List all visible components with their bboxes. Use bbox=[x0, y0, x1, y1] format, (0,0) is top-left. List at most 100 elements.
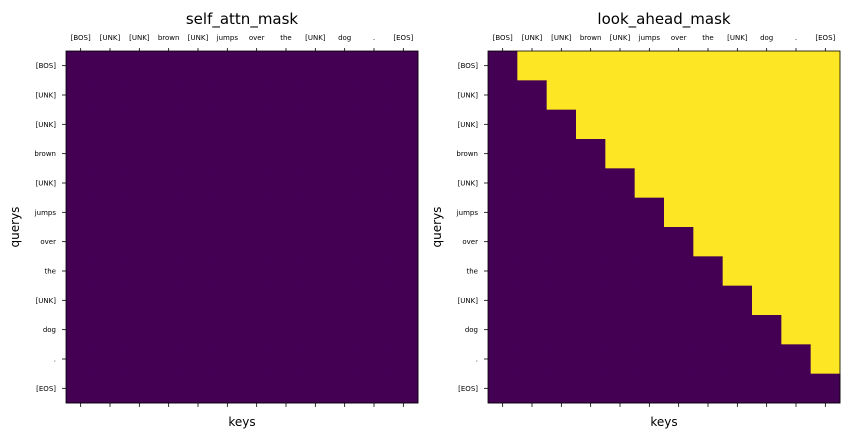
heatmap-cell-r4-c4 bbox=[183, 168, 214, 199]
heatmap-cell-r9-c3 bbox=[154, 315, 184, 345]
heatmap-cell-r2-c3 bbox=[576, 109, 606, 140]
heatmap-cell-r1-c10 bbox=[359, 80, 390, 111]
heatmap-cell-r7-c8 bbox=[722, 256, 753, 287]
heatmap-cell-r9-c10 bbox=[359, 315, 390, 345]
heatmap-cell-r9-c4 bbox=[183, 315, 214, 345]
heatmap-cell-r3-c2 bbox=[124, 139, 155, 169]
plot-frame bbox=[487, 50, 841, 404]
heatmap-cell-r10-c6 bbox=[242, 344, 272, 375]
heatmap-cell-r9-c7 bbox=[693, 315, 724, 345]
heatmap-cell-r1-c11 bbox=[388, 80, 419, 111]
heatmap-cell-r0-c7 bbox=[271, 51, 302, 81]
heatmap-cell-r11-c7 bbox=[693, 373, 724, 404]
heatmap-cell-r6-c6 bbox=[664, 227, 694, 257]
heatmap-cell-r8-c9 bbox=[330, 285, 360, 316]
heatmap-cell-r8-c5 bbox=[212, 285, 243, 316]
heatmap-cell-r0-c1 bbox=[517, 51, 548, 81]
heatmap-cell-r8-c7 bbox=[271, 285, 302, 316]
heatmap-cell-r8-c9 bbox=[752, 285, 782, 316]
heatmap-cell-r2-c9 bbox=[752, 109, 782, 140]
heatmap-cell-r5-c0 bbox=[66, 197, 96, 228]
heatmap-cell-r6-c3 bbox=[154, 227, 184, 257]
heatmap-cell-r5-c10 bbox=[359, 197, 390, 228]
y-tick-label: [UNK] bbox=[458, 92, 479, 100]
x-axis-label: keys bbox=[228, 415, 255, 429]
heatmap-cell-r8-c2 bbox=[546, 285, 577, 316]
heatmap-cell-r9-c0 bbox=[488, 315, 518, 345]
heatmap-cell-r7-c7 bbox=[271, 256, 302, 287]
heatmap-cell-r7-c2 bbox=[546, 256, 577, 287]
y-tick-label: [UNK] bbox=[458, 121, 479, 129]
heatmap-cell-r9-c8 bbox=[722, 315, 753, 345]
heatmap-cell-r2-c2 bbox=[546, 109, 577, 140]
heatmap-cell-r10-c3 bbox=[154, 344, 184, 375]
heatmap-cell-r5-c4 bbox=[605, 197, 636, 228]
heatmap-cell-r6-c10 bbox=[359, 227, 390, 257]
heatmap-cell-r7-c3 bbox=[154, 256, 184, 287]
heatmap-cell-r6-c8 bbox=[722, 227, 753, 257]
heatmap-cell-r1-c4 bbox=[183, 80, 214, 111]
heatmap-cell-r2-c11 bbox=[388, 109, 419, 140]
heatmap-cell-r9-c1 bbox=[517, 315, 548, 345]
heatmap-cell-r7-c4 bbox=[183, 256, 214, 287]
y-tick-label: the bbox=[45, 268, 57, 276]
heatmap-cell-r10-c10 bbox=[781, 344, 812, 375]
heatmap-cell-r10-c7 bbox=[693, 344, 724, 375]
x-tick-label: jumps bbox=[216, 34, 239, 42]
x-tick-label: the bbox=[280, 34, 292, 42]
y-tick-label: [UNK] bbox=[36, 92, 57, 100]
heatmap-cell-r4-c7 bbox=[271, 168, 302, 199]
heatmap-cell-r10-c9 bbox=[752, 344, 782, 375]
heatmap-cell-r2-c7 bbox=[271, 109, 302, 140]
x-tick-label: over bbox=[671, 34, 687, 42]
heatmap-cell-r3-c11 bbox=[810, 139, 841, 169]
heatmap-cell-r1-c0 bbox=[488, 80, 518, 111]
heatmap-cell-r8-c11 bbox=[388, 285, 419, 316]
heatmap-cell-r4-c10 bbox=[359, 168, 390, 199]
x-tick-label: [UNK] bbox=[551, 34, 572, 42]
heatmap-cell-r0-c7 bbox=[693, 51, 724, 81]
x-tick-label: [EOS] bbox=[393, 34, 413, 42]
x-tick-label: . bbox=[795, 34, 797, 42]
heatmap-cell-r8-c6 bbox=[242, 285, 272, 316]
heatmap-cell-r11-c7 bbox=[271, 373, 302, 404]
heatmap-cell-r9-c2 bbox=[124, 315, 155, 345]
heatmap-cell-r5-c3 bbox=[154, 197, 184, 228]
heatmap-cell-r4-c7 bbox=[693, 168, 724, 199]
x-tick-label: [BOS] bbox=[493, 34, 513, 42]
y-tick-label: dog bbox=[43, 326, 56, 334]
heatmap-cell-r8-c4 bbox=[605, 285, 636, 316]
y-tick-label: jumps bbox=[456, 209, 479, 217]
heatmap-cell-r7-c1 bbox=[517, 256, 548, 287]
y-tick-label: [UNK] bbox=[36, 121, 57, 129]
heatmap-cell-r0-c2 bbox=[124, 51, 155, 81]
y-axis-label: querys bbox=[8, 207, 22, 248]
heatmap-cell-r0-c0 bbox=[66, 51, 96, 81]
heatmap-cell-r9-c5 bbox=[212, 315, 243, 345]
heatmap-cell-r3-c5 bbox=[212, 139, 243, 169]
heatmap-cell-r3-c1 bbox=[95, 139, 126, 169]
heatmap-cell-r8-c10 bbox=[781, 285, 812, 316]
heatmap-cell-r5-c8 bbox=[300, 197, 331, 228]
heatmap-cell-r5-c8 bbox=[722, 197, 753, 228]
heatmap-cell-r1-c6 bbox=[242, 80, 272, 111]
heatmap-cell-r11-c3 bbox=[154, 373, 184, 404]
heatmap-cell-r2-c6 bbox=[242, 109, 272, 140]
heatmap-cell-r0-c11 bbox=[388, 51, 419, 81]
heatmap-cell-r5-c11 bbox=[388, 197, 419, 228]
heatmap-cell-r11-c3 bbox=[576, 373, 606, 404]
x-tick-label: [BOS] bbox=[71, 34, 91, 42]
heatmap-cell-r4-c3 bbox=[576, 168, 606, 199]
heatmap-cell-r9-c7 bbox=[271, 315, 302, 345]
heatmap-cell-r4-c8 bbox=[722, 168, 753, 199]
heatmap-cell-r3-c10 bbox=[781, 139, 812, 169]
heatmap-cell-r11-c2 bbox=[546, 373, 577, 404]
heatmap-cell-r3-c2 bbox=[546, 139, 577, 169]
heatmap-cell-r2-c10 bbox=[781, 109, 812, 140]
heatmap-cell-r10-c8 bbox=[722, 344, 753, 375]
y-tick-label: brown bbox=[456, 150, 478, 158]
heatmap-cell-r1-c1 bbox=[517, 80, 548, 111]
heatmap-cell-r7-c9 bbox=[752, 256, 782, 287]
heatmap-cell-r10-c1 bbox=[517, 344, 548, 375]
heatmap-cell-r11-c8 bbox=[300, 373, 331, 404]
